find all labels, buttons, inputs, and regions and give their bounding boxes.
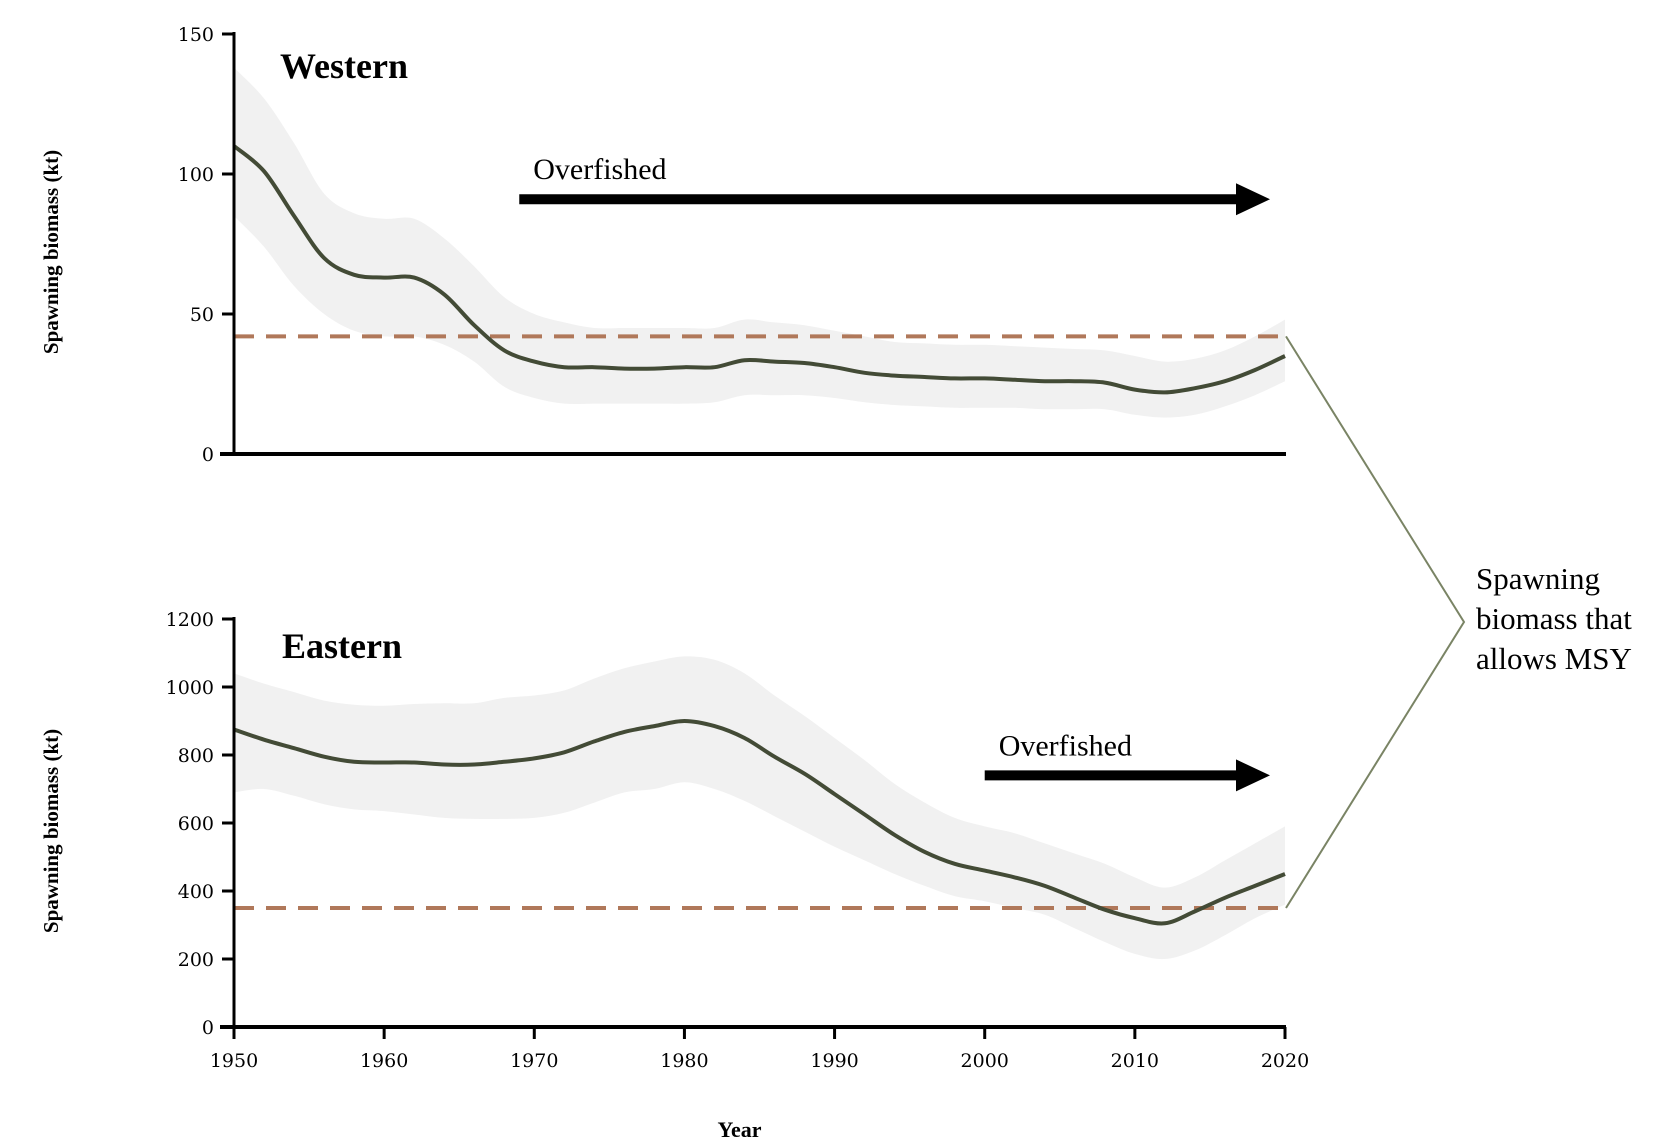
msy-legend-line: biomass that — [1476, 601, 1632, 636]
x-tick-label: 1980 — [660, 1050, 708, 1072]
y-tick-label: 1200 — [166, 609, 214, 631]
overfished-label: Overfished — [999, 729, 1132, 762]
eastern-panel: 0 200 400 600 800 1000 1200 1950 1960 1970 1980 199… — [39, 609, 1309, 1142]
overfished-arrow: Overfished — [984, 729, 1270, 792]
msy-legend-line: Spawning — [1476, 561, 1600, 596]
western-panel: 0 50 100 150 Spawning biomass (kt) Western Ove… — [39, 24, 1286, 466]
confidence-band — [234, 67, 1285, 418]
confidence-band — [234, 656, 1285, 960]
biomass-line — [232, 144, 1286, 395]
y-tick-label: 1000 — [166, 677, 214, 699]
y-tick-label: 50 — [190, 304, 214, 326]
msy-legend-line: allows MSY — [1476, 641, 1632, 676]
panel-title: Eastern — [282, 626, 402, 666]
x-tick-label: 2020 — [1261, 1050, 1309, 1072]
x-axis-label: Year — [718, 1117, 762, 1142]
panel-title: Western — [280, 46, 408, 86]
y-tick-label: 150 — [178, 24, 214, 46]
y-tick-label: 400 — [178, 881, 214, 903]
msy-legend: Spawning biomass that allows MSY — [1285, 335, 1632, 909]
y-tick-label: 800 — [178, 745, 214, 767]
overfished-label: Overfished — [533, 153, 666, 186]
y-tick-label: 100 — [178, 164, 214, 186]
x-tick-label: 1970 — [510, 1050, 558, 1072]
y-axis-label: Spawning biomass (kt) — [39, 729, 63, 933]
biomass-line — [233, 719, 1286, 926]
arrow-head — [1235, 759, 1270, 792]
overfished-arrow: Overfished — [519, 153, 1270, 216]
y-tick-label: 200 — [178, 949, 214, 971]
x-tick-label: 1960 — [360, 1050, 408, 1072]
arrow-head — [1235, 183, 1270, 216]
y-axis-label: Spawning biomass (kt) — [39, 150, 63, 354]
x-tick-label: 1950 — [210, 1050, 258, 1072]
msy-bracket — [1285, 335, 1466, 909]
msy-legend-label: Spawning biomass that allows MSY — [1476, 561, 1632, 676]
y-tick-label: 600 — [178, 813, 214, 835]
x-tick-label: 2000 — [961, 1050, 1009, 1072]
x-tick-label: 1990 — [810, 1050, 858, 1072]
x-tick-label: 2010 — [1111, 1050, 1159, 1072]
y-tick-label: 0 — [202, 444, 214, 466]
y-tick-label: 0 — [202, 1017, 214, 1039]
